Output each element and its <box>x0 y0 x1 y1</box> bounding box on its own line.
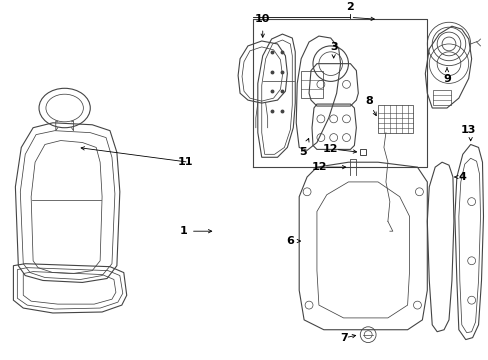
Text: 12: 12 <box>323 144 338 154</box>
Text: 10: 10 <box>255 14 270 24</box>
Text: 8: 8 <box>365 96 372 106</box>
Text: 2: 2 <box>346 3 354 12</box>
Text: 7: 7 <box>340 333 348 343</box>
Text: 5: 5 <box>299 148 306 157</box>
Bar <box>377 105 412 132</box>
Text: 6: 6 <box>286 236 294 246</box>
Text: 9: 9 <box>442 73 450 84</box>
Text: 11: 11 <box>177 157 192 167</box>
Bar <box>301 71 322 98</box>
Text: 13: 13 <box>460 125 475 135</box>
Bar <box>432 90 450 105</box>
Text: 12: 12 <box>311 162 326 172</box>
Text: 1: 1 <box>180 226 187 236</box>
Text: 4: 4 <box>458 172 466 182</box>
Text: 3: 3 <box>329 42 337 52</box>
